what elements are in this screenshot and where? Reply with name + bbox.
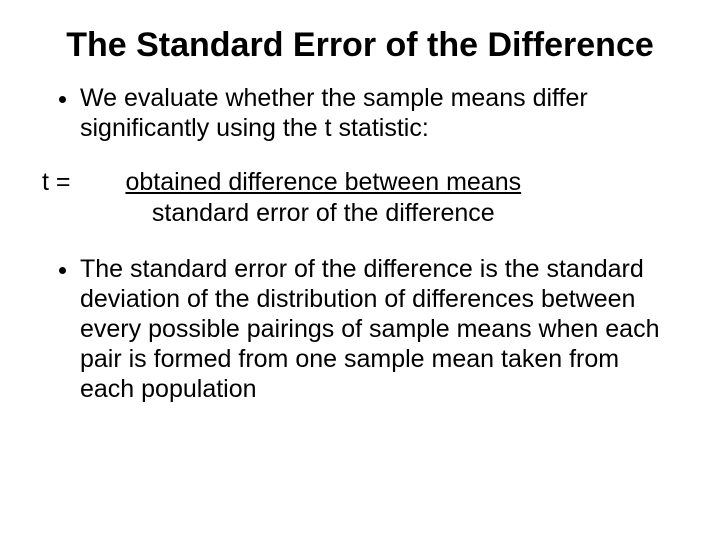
bullet-1: We evaluate whether the sample means dif… [80, 83, 680, 143]
formula-numerator: obtained difference between means [125, 168, 521, 196]
formula-denominator: standard error of the difference [125, 198, 521, 229]
formula-fraction: obtained difference between means standa… [125, 167, 521, 230]
bullet-2: The standard error of the difference is … [80, 254, 680, 404]
slide-title: The Standard Error of the Difference [40, 26, 680, 65]
slide: The Standard Error of the Difference We … [0, 0, 720, 540]
formula-lhs: t = [40, 167, 71, 198]
t-formula: t = obtained difference between means st… [40, 167, 680, 230]
bullet-list-2: The standard error of the difference is … [40, 254, 680, 404]
bullet-list-1: We evaluate whether the sample means dif… [40, 83, 680, 143]
